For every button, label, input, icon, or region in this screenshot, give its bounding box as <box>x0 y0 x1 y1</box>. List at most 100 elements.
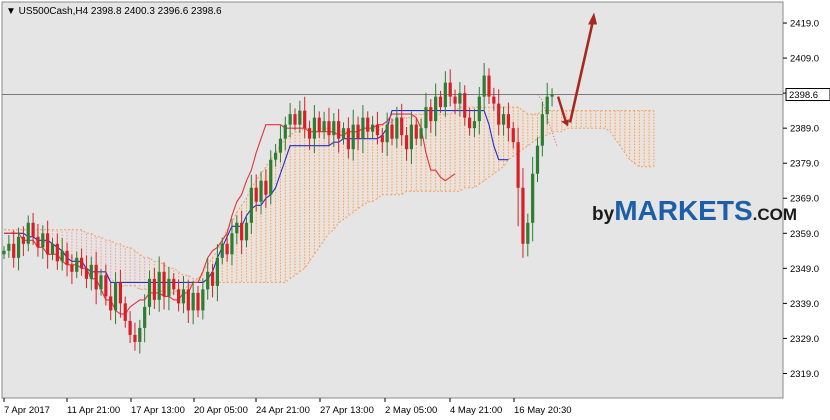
bear-candle <box>521 168 525 258</box>
bear-candle <box>46 220 50 269</box>
candle-body <box>65 250 69 265</box>
candle-body <box>477 96 481 122</box>
bull-candle <box>167 266 171 311</box>
candle-body <box>230 233 234 255</box>
candle-body <box>283 124 287 139</box>
candle-body <box>172 278 176 290</box>
bear-candle <box>375 111 380 145</box>
candle-body <box>521 187 525 244</box>
bull-candle <box>215 244 219 302</box>
candle-body <box>516 142 520 188</box>
candle-body <box>89 264 93 279</box>
candle-body <box>84 268 89 279</box>
arrow-down <box>556 96 568 123</box>
candle-body <box>244 222 249 241</box>
x-tick-label: 27 Apr 13:00 <box>320 405 374 416</box>
candle-body <box>463 93 467 118</box>
candle-body <box>468 117 472 129</box>
bear-candle <box>128 311 132 343</box>
watermark-prefix: by <box>592 204 615 225</box>
bear-candle <box>404 127 409 161</box>
candle-body <box>307 128 312 139</box>
bear-candle <box>492 87 496 111</box>
bear-candle <box>240 210 244 255</box>
price-axis: 2419.02409.02399.02389.02379.02369.02359… <box>783 19 830 380</box>
candle-body <box>535 145 540 174</box>
candle-body <box>438 96 443 108</box>
bull-candle <box>138 319 142 354</box>
candle-body <box>448 82 452 97</box>
candle-body <box>400 117 404 136</box>
candle-body <box>409 124 413 150</box>
candle-body <box>332 121 336 136</box>
bull-candle <box>550 88 554 107</box>
bull-candle <box>75 251 79 279</box>
candle-body <box>506 114 510 129</box>
candle-body <box>181 289 186 304</box>
candle-body <box>235 222 239 234</box>
bear-candle <box>152 267 156 309</box>
candle-body <box>385 124 389 143</box>
candle-body <box>201 289 205 311</box>
candle-body <box>346 128 350 150</box>
bear-candle <box>303 96 307 139</box>
bear-candle <box>438 90 443 113</box>
candle-body <box>210 271 215 286</box>
bear-candle <box>177 279 181 312</box>
bull-candle <box>235 215 239 245</box>
bull-candle <box>526 213 530 257</box>
candle-body <box>215 257 219 286</box>
candle-body <box>264 180 268 195</box>
bear-candle <box>123 296 127 328</box>
time-axis: 7 Apr 2017 11 Apr 21:00 17 Apr 13:00 20 Apr… <box>3 398 572 416</box>
x-tick-label: 4 May 21:00 <box>450 405 502 416</box>
bull-candle <box>332 113 336 147</box>
bull-candle <box>99 269 103 296</box>
x-tick-label: 24 Apr 21:00 <box>256 405 310 416</box>
candle-body <box>162 271 166 297</box>
candle-body <box>366 117 370 132</box>
bull-candle <box>259 171 263 215</box>
bull-candle <box>191 280 195 325</box>
candle-body <box>497 103 501 125</box>
bull-candle <box>458 82 462 117</box>
bear-candle <box>94 251 98 305</box>
candle-body <box>7 243 11 251</box>
bull-candle <box>351 109 355 161</box>
plot-area <box>1 1 784 399</box>
bear-candle <box>31 212 35 245</box>
candle-body <box>75 257 79 272</box>
bear-candle <box>346 117 350 159</box>
candle-body <box>434 96 438 122</box>
candle-body <box>317 117 321 132</box>
y-tick-label: 2409.0 <box>790 54 819 65</box>
candle-body <box>26 222 30 244</box>
candle-body <box>118 282 122 304</box>
bull-candle <box>288 103 292 138</box>
candle-body <box>259 180 263 202</box>
candle-body <box>16 236 21 258</box>
candle-body <box>511 128 515 143</box>
candle-body <box>99 275 103 290</box>
arrow-up <box>568 20 595 123</box>
candle-body <box>404 135 409 150</box>
candle-body <box>138 327 142 342</box>
bull-candle <box>157 256 161 312</box>
bull-candle <box>482 62 486 111</box>
candle-body <box>2 250 6 255</box>
bear-candle <box>109 283 113 321</box>
candle-body <box>341 128 346 139</box>
arrow-down-head <box>561 119 570 127</box>
bull-candle <box>535 137 540 183</box>
bull-candle <box>181 276 186 314</box>
bear-candle <box>133 322 137 351</box>
bull-candle <box>278 125 283 163</box>
candle-body <box>443 82 447 108</box>
candle-body <box>55 243 59 262</box>
bear-candle <box>172 273 176 296</box>
bull-candle <box>274 143 278 167</box>
candle-body <box>109 296 113 311</box>
bull-candle <box>371 115 375 139</box>
